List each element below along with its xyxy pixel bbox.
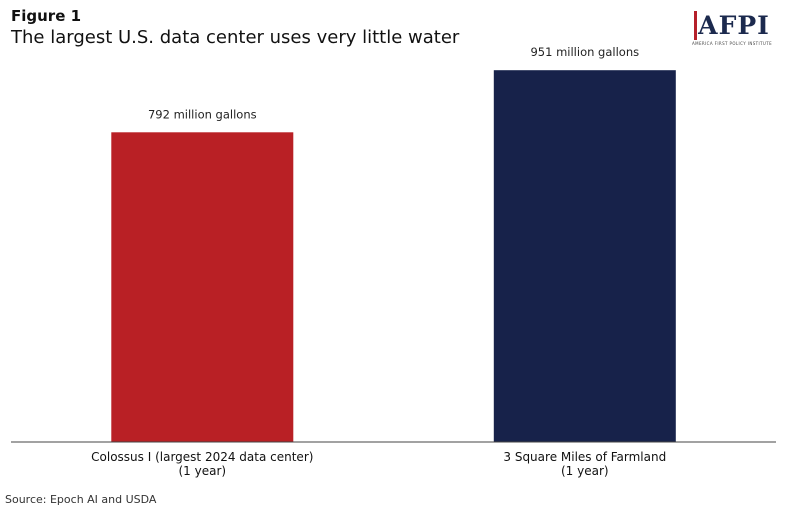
logo-wordmark: AFPI xyxy=(694,11,770,40)
logo-letters-rest: FPI xyxy=(718,11,770,40)
x-tick-label-1-line-2: (1 year) xyxy=(179,464,227,478)
data-label-1: 792 million gallons xyxy=(148,107,257,121)
logo-tagline: AMERICA FIRST POLICY INSTITUTE xyxy=(691,41,773,46)
logo-letter-a: A xyxy=(694,11,719,40)
x-tick-label-2-line-2: (1 year) xyxy=(561,464,609,478)
bar-2 xyxy=(493,70,676,442)
bar-1 xyxy=(111,132,294,443)
x-tick-label-1-line-1: Colossus I (largest 2024 data center) xyxy=(91,450,313,464)
figure-label: Figure 1 xyxy=(11,7,82,25)
chart-title: The largest U.S. data center uses very l… xyxy=(11,27,460,48)
data-label-2: 951 million gallons xyxy=(530,45,639,59)
source-note: Source: Epoch AI and USDA xyxy=(5,493,157,506)
afpi-logo: AFPI AMERICA FIRST POLICY INSTITUTE xyxy=(692,11,772,50)
x-tick-label-2-line-1: 3 Square Miles of Farmland xyxy=(503,450,666,464)
